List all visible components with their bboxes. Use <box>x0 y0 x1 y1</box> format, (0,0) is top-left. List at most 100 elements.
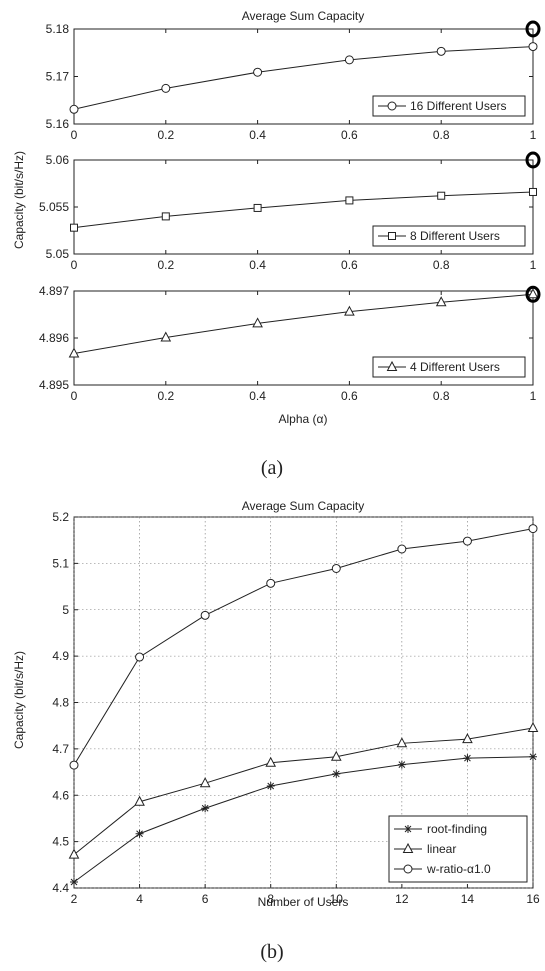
series-line <box>73 46 534 110</box>
data-point <box>344 305 355 316</box>
data-point <box>330 750 342 761</box>
panel-2: 0 0.2 0.4 0.6 0.8 1 5.05 5.055 5.06 8 Different U… <box>39 151 541 272</box>
x-tick-label: 4 <box>136 892 143 906</box>
x-tick-label: 0.8 <box>433 258 450 272</box>
data-point <box>527 288 539 299</box>
data-point <box>462 536 472 546</box>
data-point <box>463 754 472 763</box>
x-tick-label: 0.2 <box>157 128 174 142</box>
series-1 <box>70 752 537 886</box>
legend-box <box>372 356 526 378</box>
highlight-ring <box>525 151 541 169</box>
data-point <box>135 652 145 662</box>
data-point <box>527 721 539 733</box>
y-tick-label: 5.05 <box>46 247 70 261</box>
legend-marker <box>402 842 414 853</box>
x-tick-label: 0.8 <box>433 389 450 403</box>
series-3 <box>69 524 538 770</box>
legend-marker <box>388 232 396 240</box>
legend-marker <box>403 864 413 874</box>
data-point <box>529 187 537 196</box>
legend: 16 Different Users <box>372 95 526 117</box>
y-tick-label: 5.17 <box>46 70 70 84</box>
y-tick-label: 4.5 <box>52 835 69 849</box>
data-point <box>397 760 406 769</box>
figure-a-title: Average Sum Capacity <box>242 9 365 23</box>
x-tick-label: 14 <box>461 892 475 906</box>
highlight-ring <box>525 285 541 303</box>
data-point <box>436 46 446 56</box>
data-point <box>396 737 408 748</box>
data-point <box>201 804 210 813</box>
legend-label: 16 Different Users <box>410 99 507 113</box>
y-tick-label: 4.6 <box>52 788 69 802</box>
y-tick-label: 5.055 <box>39 200 69 214</box>
data-point <box>69 104 79 114</box>
data-point <box>160 331 172 342</box>
figure-a-ylabel: Capacity (bit/s/Hz) <box>12 151 26 249</box>
data-point <box>529 752 537 761</box>
legend: root-finding linear w-ratio-α1.0 <box>388 815 528 883</box>
figure-b-caption: (b) <box>260 941 283 963</box>
x-tick-label: 0.8 <box>433 128 450 142</box>
x-tick-label: 0.4 <box>249 389 266 403</box>
x-tick-label: 6 <box>202 892 209 906</box>
legend-marker <box>404 825 412 833</box>
legend-label: root-finding <box>427 822 487 836</box>
data-point <box>70 877 78 886</box>
x-tick-label: 2 <box>71 892 78 906</box>
legend-marker <box>386 360 398 371</box>
x-tick-label: 0.6 <box>341 389 358 403</box>
figure-b-ylabel: Capacity (bit/s/Hz) <box>12 651 26 749</box>
y-tick-label: 4.9 <box>52 649 69 663</box>
x-tick-label: 16 <box>526 892 540 906</box>
legend: 4 Different Users <box>372 356 526 378</box>
x-tick-label: 12 <box>395 892 409 906</box>
y-tick-label: 4.897 <box>39 284 69 298</box>
legend-box <box>372 95 526 117</box>
data-point <box>397 544 407 554</box>
data-point <box>528 42 538 52</box>
y-tick-label: 5 <box>62 603 69 617</box>
data-point <box>437 191 446 200</box>
data-point <box>70 223 78 232</box>
data-point <box>266 781 275 790</box>
data-point <box>528 524 538 534</box>
data-point <box>344 55 354 65</box>
x-tick-label: 0.2 <box>157 389 174 403</box>
data-point <box>68 848 80 859</box>
data-point <box>253 203 262 212</box>
y-tick-label: 5.06 <box>46 153 70 167</box>
data-point <box>462 733 473 744</box>
highlight-ring <box>525 20 541 38</box>
data-point <box>161 83 171 93</box>
data-point <box>135 829 144 838</box>
y-tick-label: 4.7 <box>52 742 69 756</box>
x-tick-label: 0.6 <box>341 258 358 272</box>
figure-b-xlabel: Number of Users <box>258 895 349 909</box>
data-point <box>345 196 354 205</box>
figure-b-plot: 2 4 6 8 10 12 14 16 4.4 4.5 4.6 4.7 4.8 4.9 5 5.1 5.2 roo… <box>52 510 540 906</box>
x-tick-label: 8 <box>267 892 274 906</box>
legend-box <box>372 225 526 247</box>
x-tick-label: 1 <box>530 389 537 403</box>
legend-label: w-ratio-α1.0 <box>426 862 491 876</box>
data-point <box>199 777 211 788</box>
y-tick-label: 4.896 <box>39 331 69 345</box>
figure-b-title: Average Sum Capacity <box>242 499 365 513</box>
legend-label: linear <box>427 842 456 856</box>
legend-label: 8 Different Users <box>410 229 500 243</box>
series-line <box>73 293 534 355</box>
x-tick-label: 0 <box>71 258 78 272</box>
x-tick-label: 0 <box>71 389 78 403</box>
y-tick-label: 4.8 <box>52 696 69 710</box>
figure-a-caption: (a) <box>261 457 283 479</box>
y-tick-label: 5.16 <box>46 117 70 131</box>
y-tick-label: 5.2 <box>52 510 69 524</box>
data-point <box>435 296 447 307</box>
data-point <box>134 795 145 806</box>
series-2 <box>68 721 539 859</box>
y-tick-label: 5.1 <box>52 556 69 570</box>
series-line <box>73 528 534 766</box>
